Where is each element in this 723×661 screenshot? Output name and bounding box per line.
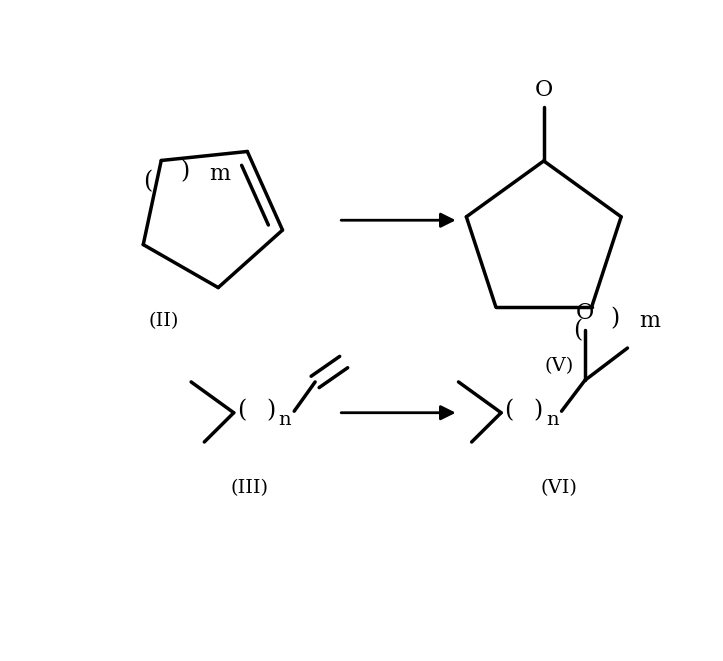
Text: (VI): (VI): [541, 479, 578, 497]
Text: ): ): [610, 307, 620, 330]
Text: ): ): [534, 400, 543, 422]
Text: (: (: [504, 400, 513, 422]
Text: (: (: [142, 171, 152, 194]
Text: m: m: [209, 163, 230, 185]
Text: m: m: [639, 310, 660, 332]
Text: O: O: [534, 79, 553, 101]
Text: ): ): [266, 400, 275, 422]
Text: n: n: [278, 411, 291, 430]
Text: (: (: [237, 400, 246, 422]
Text: (II): (II): [149, 312, 179, 330]
Text: n: n: [546, 411, 559, 430]
Text: ): ): [180, 161, 189, 184]
Text: O: O: [576, 302, 594, 325]
Text: (: (: [573, 319, 582, 342]
Text: (V): (V): [544, 358, 574, 375]
Text: (III): (III): [230, 479, 268, 497]
